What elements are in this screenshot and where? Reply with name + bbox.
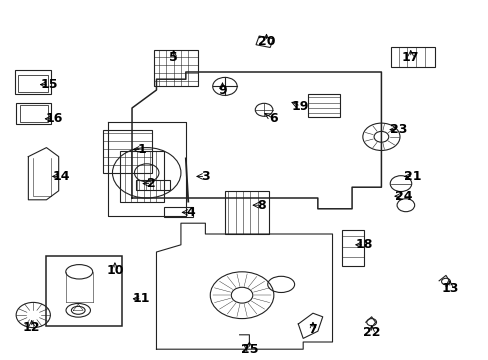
Text: 20: 20 (257, 35, 275, 48)
Text: 25: 25 (240, 343, 258, 356)
Text: 24: 24 (394, 190, 411, 203)
Bar (154, 50, 198, 86)
Bar (390, 47, 434, 67)
Bar (120, 151, 163, 202)
Text: 2: 2 (147, 177, 156, 190)
Text: 7: 7 (308, 323, 317, 336)
Bar (163, 207, 193, 217)
Text: 16: 16 (45, 112, 62, 125)
Bar (256, 36, 273, 48)
Text: 5: 5 (169, 51, 178, 64)
Text: 10: 10 (106, 264, 123, 276)
Text: 1: 1 (137, 143, 146, 156)
Text: 21: 21 (404, 170, 421, 183)
Bar (307, 94, 339, 117)
Text: 14: 14 (52, 170, 70, 183)
Text: 8: 8 (257, 199, 265, 212)
Text: 22: 22 (362, 327, 380, 339)
Bar (342, 230, 364, 266)
Text: 9: 9 (218, 84, 226, 96)
Text: 13: 13 (440, 282, 458, 294)
Text: 11: 11 (133, 292, 150, 305)
Text: 19: 19 (291, 100, 309, 113)
Text: 18: 18 (355, 238, 372, 251)
Text: 17: 17 (401, 51, 419, 64)
Text: 12: 12 (23, 321, 41, 334)
Bar (224, 191, 268, 234)
Text: 15: 15 (40, 78, 58, 91)
Text: 3: 3 (201, 170, 209, 183)
Bar (102, 130, 151, 173)
Bar (46, 256, 122, 326)
Text: 6: 6 (269, 112, 278, 125)
Bar (136, 180, 170, 190)
Text: 4: 4 (186, 206, 195, 219)
Text: 23: 23 (389, 123, 407, 136)
